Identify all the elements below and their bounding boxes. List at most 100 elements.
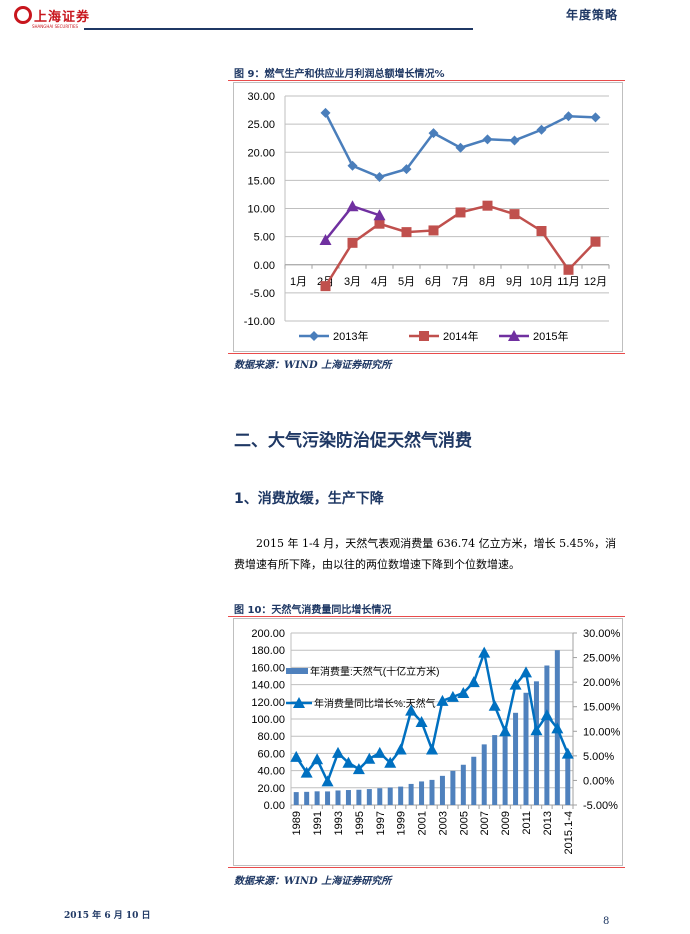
data-point-marker [455,207,466,218]
figure9-chart: 30.00 25.00 20.00 15.00 10.00 5.00 0.00 -5.00 -1… [233,82,623,352]
subsection-heading: 1、消费放缓，生产下降 [234,491,384,507]
data-point-marker [401,164,412,175]
figure9-title: 图 9：燃气生产和供应业月利润总额增长情况% [234,69,445,80]
section-heading: 二、大气污染防治促天然气消费 [234,431,472,451]
svg-text:2001: 2001 [417,811,429,835]
svg-text:2011: 2011 [521,811,533,835]
bar [450,770,456,805]
data-point-marker [536,124,547,135]
data-point-marker [428,128,439,139]
svg-text:2007: 2007 [479,811,491,835]
data-point-marker [415,715,428,727]
data-point-marker [311,753,324,765]
svg-text:-5.00: -5.00 [250,288,275,300]
svg-text:10.00: 10.00 [247,204,275,216]
data-point-marker [426,743,438,755]
data-point-marker [347,160,358,171]
svg-text:60.00: 60.00 [257,748,285,760]
svg-text:2003: 2003 [437,811,449,835]
svg-text:100.00: 100.00 [251,714,285,726]
svg-text:-10.00: -10.00 [244,316,275,328]
svg-text:3月: 3月 [344,276,361,288]
legend-label: 2013年 [333,329,368,343]
bar [387,787,393,805]
svg-text:20.00: 20.00 [257,783,285,795]
svg-text:120.00: 120.00 [251,697,285,709]
data-point-marker [482,134,493,145]
svg-text:140.00: 140.00 [251,680,285,692]
data-point-marker [563,264,574,275]
figure10-chart: 200.00 180.00 160.00 140.00 120.00 100.00 80.0… [233,618,623,866]
data-point-marker [332,746,344,758]
bar [335,790,341,805]
data-point-marker [455,142,466,153]
bar [293,792,299,805]
data-point-marker [352,763,365,775]
bar [304,791,310,805]
figure10-title: 图 10：天然气消费量同比增长情况 [234,605,392,616]
bar [419,781,425,805]
bar [439,775,445,805]
svg-text:1月: 1月 [290,276,307,288]
bar [513,712,519,805]
bar [345,790,351,805]
svg-text:-5.00%: -5.00% [583,800,618,812]
svg-text:5.00%: 5.00% [583,751,614,763]
data-point-marker [509,209,520,220]
bar [471,756,477,805]
svg-text:20.00%: 20.00% [583,677,621,689]
svg-text:80.00: 80.00 [257,731,285,743]
legend-label: 2015年 [533,329,568,343]
figure9-line-chart: 30.00 25.00 20.00 15.00 10.00 5.00 0.00 -5.00 -1… [244,91,610,343]
page-number: 8 [603,916,610,927]
data-point-marker [342,756,355,768]
data-point-marker [405,704,418,716]
data-point-marker [320,107,331,118]
svg-text:6月: 6月 [425,276,442,288]
figure10-combo-chart: 200.00 180.00 160.00 140.00 120.00 100.00 80.0… [251,628,621,854]
svg-text:180.00: 180.00 [251,645,285,657]
svg-text:4月: 4月 [371,276,388,288]
bar [460,764,466,805]
legend-label: 年消费量同比增长%:天然气 [314,697,436,710]
logo-emblem-icon [14,6,32,24]
data-point-marker [374,172,385,182]
bar [533,681,539,805]
paragraph-text: 2015 年 1-4 月，天然气表观消费量 636.74 亿立方米，增长 5.4… [234,537,617,571]
bar [544,665,550,805]
page-header: 上海证券 SHANGHAI SECURITIES 年度策略 [0,0,690,40]
svg-text:0.00: 0.00 [264,800,285,812]
svg-text:25.00%: 25.00% [583,653,621,665]
data-point-marker [509,678,522,690]
svg-text:0.00%: 0.00% [583,775,614,787]
svg-text:25.00: 25.00 [247,119,275,131]
bar [377,788,383,805]
bar [565,753,571,805]
data-point-marker [563,111,574,122]
data-point-marker [478,646,491,658]
data-point-marker [373,209,386,221]
legend-marker-icon [508,330,520,341]
header-rule [84,28,473,30]
svg-text:8月: 8月 [479,276,496,288]
figure9-top-rule [228,80,625,81]
svg-text:1997: 1997 [375,811,387,835]
bar [523,692,529,805]
svg-text:2015.1-4: 2015.1-4 [563,811,575,854]
data-point-marker [373,746,386,758]
logo-text: 上海证券 [34,10,91,25]
data-point-marker [394,743,407,755]
data-point-marker [499,725,512,737]
data-point-marker [363,752,376,764]
data-point-marker [520,666,532,678]
data-point-marker [319,234,332,245]
svg-text:1993: 1993 [333,811,345,835]
svg-text:5.00: 5.00 [254,232,275,244]
svg-text:10月: 10月 [530,276,553,288]
svg-text:12月: 12月 [584,276,607,288]
bar [314,791,320,805]
figure9-source: 数据来源：WIND 上海证券研究所 [234,360,392,371]
bar [366,789,372,805]
svg-text:1999: 1999 [396,811,408,835]
svg-text:200.00: 200.00 [251,628,285,640]
